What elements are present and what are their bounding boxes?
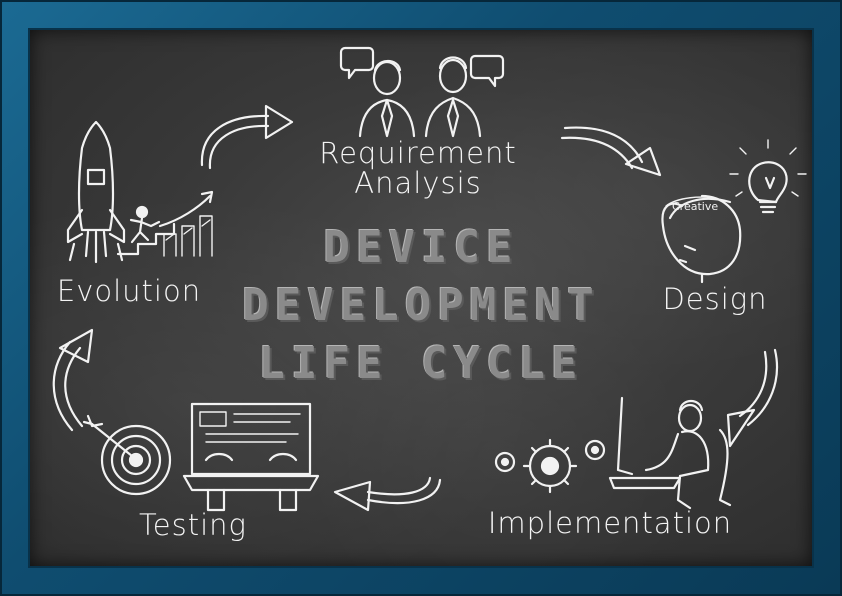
arrow-design-to-implementation-icon — [726, 348, 779, 448]
arrow-testing-to-evolution-icon — [52, 328, 94, 432]
title-line-1: DEVICE — [323, 222, 519, 273]
stage-implementation-label: Implementation — [487, 506, 733, 540]
arrow-implementation-to-testing-icon — [333, 476, 442, 512]
stage-testing-label: Testing — [139, 508, 247, 542]
laptop-icon — [182, 402, 320, 512]
lightbulb-icon — [729, 139, 807, 214]
people-icon — [339, 46, 505, 138]
title-line-2: DEVELOPMENT — [242, 280, 600, 331]
rocket-icon — [66, 120, 126, 264]
chalk-drawings: Creative — [52, 46, 807, 512]
creative-sketch-text: Creative — [672, 200, 718, 213]
stage-design-label: Design — [662, 282, 768, 316]
stage-requirement-line-2: Analysis — [354, 166, 482, 200]
stage-requirement-label: Requirement Analysis — [308, 138, 528, 198]
person-at-computer-icon — [608, 396, 732, 510]
target-icon — [82, 414, 172, 496]
growth-chart-icon — [116, 190, 214, 257]
stage-requirement-line-1: Requirement — [319, 136, 517, 170]
stage-evolution-label: Evolution — [56, 274, 202, 308]
gears-icon — [494, 438, 606, 494]
design-head-icon: Creative — [661, 194, 742, 284]
title-line-3: LIFE CYCLE — [258, 338, 584, 389]
arrow-requirement-to-design-icon — [560, 126, 662, 177]
chalkboard: DEVICE DEVELOPMENT LIFE CYCLE Requiremen… — [30, 30, 812, 566]
arrow-evolution-to-requirement-icon — [200, 104, 294, 170]
